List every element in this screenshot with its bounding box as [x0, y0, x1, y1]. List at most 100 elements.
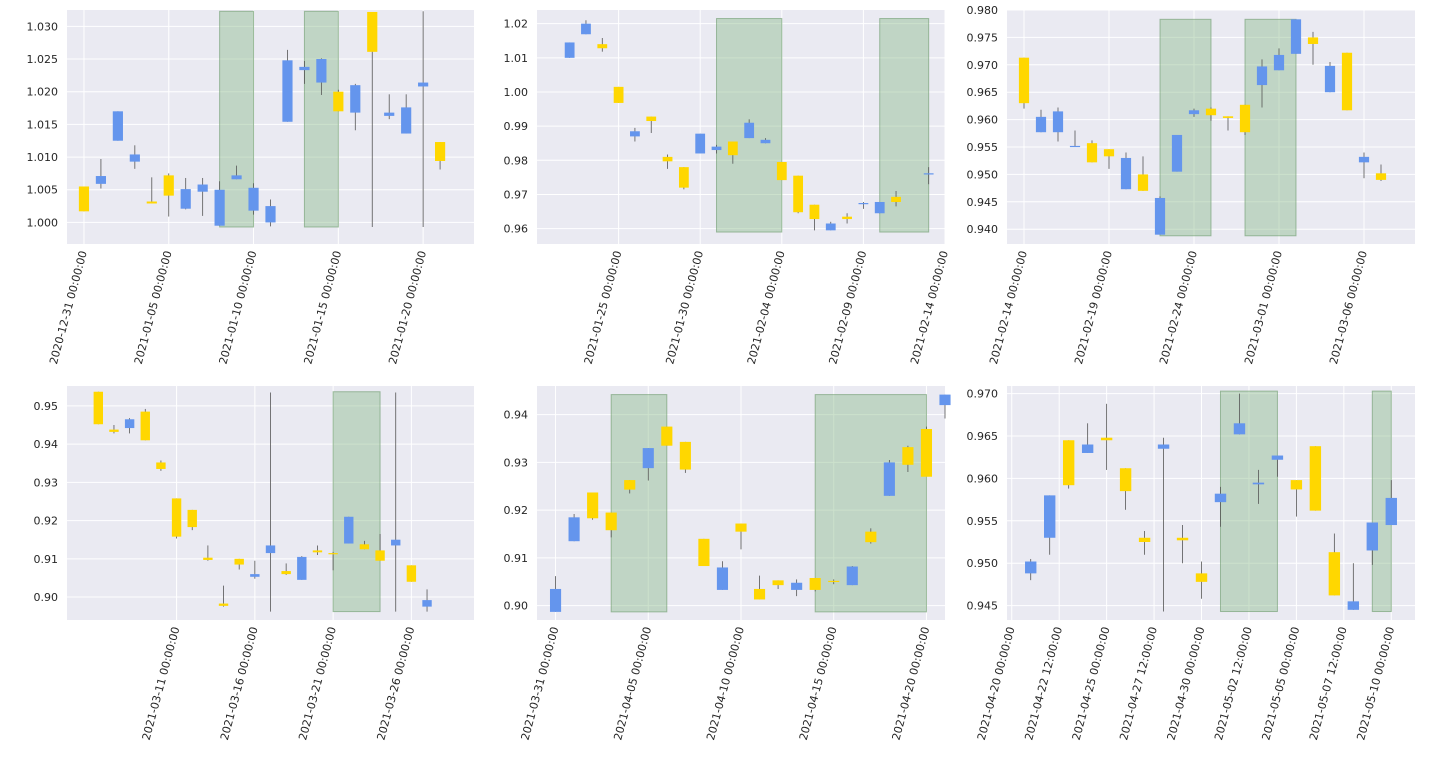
candle-body-up	[1188, 110, 1200, 115]
candle-body-up	[581, 23, 591, 35]
candle-body-down	[809, 577, 821, 590]
candle-body-up	[1324, 65, 1336, 93]
y-tick-label: 0.965	[967, 86, 999, 99]
candle-body-down	[1138, 537, 1151, 542]
y-tick-label: 0.955	[967, 141, 999, 154]
x-tick-label: 2021-04-20 00:00:00	[890, 625, 933, 741]
candle-body-up	[1069, 145, 1081, 148]
candle-body-up	[299, 66, 310, 71]
highlight-region	[1219, 390, 1278, 613]
candle-body-down	[140, 411, 150, 441]
candle-body-up	[642, 448, 654, 469]
candle-body-down	[920, 428, 933, 477]
candle-body-down	[678, 167, 689, 188]
candle-body-up	[939, 394, 951, 406]
candle-body-down	[156, 462, 166, 469]
candle-body-down	[1205, 108, 1217, 116]
x-tick-label: 2021-05-02 12:00:00	[1212, 625, 1255, 741]
candle-body-down	[234, 558, 244, 565]
candle-body-up	[401, 107, 412, 134]
highlight-region	[1159, 18, 1212, 237]
y-tick-label: 0.945	[967, 196, 999, 209]
y-tick-label: 0.965	[967, 430, 999, 443]
candle-body-down	[891, 196, 901, 202]
candle-body-up	[350, 85, 361, 113]
y-tick-label: 0.98	[504, 154, 529, 167]
x-tick-label: 2021-01-05 00:00:00	[132, 249, 175, 365]
candle-body-down	[661, 426, 673, 446]
x-tick-label: 2021-02-14 00:00:00	[987, 249, 1030, 365]
y-tick-label: 0.92	[34, 515, 59, 528]
candle-body-up	[874, 201, 885, 214]
candle-body-down	[1239, 104, 1251, 133]
highlight-region	[332, 391, 381, 613]
candle-body-down	[828, 580, 840, 583]
candle-body-down	[646, 116, 657, 122]
x-tick-label: 2021-04-30 00:00:00	[1165, 625, 1208, 741]
x-tick-label: 2021-02-04 00:00:00	[745, 249, 788, 365]
candle-body-down	[78, 186, 90, 212]
x-tick-label: 2021-02-19 00:00:00	[1072, 249, 1115, 365]
candle-body-up	[564, 42, 575, 58]
y-tick-label: 0.97	[504, 188, 529, 201]
candle-body-up	[1081, 444, 1094, 453]
candle-body-down	[613, 86, 624, 103]
candle-body-down	[1309, 446, 1322, 511]
y-tick-label: 0.92	[504, 504, 529, 517]
candle-body-up	[214, 189, 225, 226]
y-tick-label: 0.950	[967, 557, 999, 570]
x-tick-label: 2021-03-21 00:00:00	[296, 625, 339, 741]
candle-body-up	[95, 176, 107, 184]
x-tick-label: 2021-02-09 00:00:00	[827, 249, 870, 365]
candle-body-up	[231, 175, 242, 180]
candle-body-up	[716, 567, 729, 590]
candle-body-up	[1154, 197, 1166, 235]
candle-body-up	[825, 223, 836, 231]
highlight-region	[219, 10, 255, 228]
x-tick-label: 2021-03-31 00:00:00	[519, 625, 562, 741]
y-tick-label: 1.015	[27, 118, 59, 131]
y-tick-label: 0.90	[34, 591, 59, 604]
candle-body-down	[281, 571, 291, 575]
candle-body-down	[1195, 573, 1208, 582]
candle-body-down	[605, 512, 617, 531]
chart-panel-1: 1.000 1.005 1.010 1.015 1.020 1.025 1.030 2020-…	[27, 10, 474, 366]
candle-body-up	[265, 545, 276, 554]
candle-body-up	[112, 111, 123, 141]
x-tick-label: 2021-02-24 00:00:00	[1157, 249, 1200, 365]
x-tick-label: 2021-05-05 00:00:00	[1259, 625, 1302, 741]
highlight-region	[716, 18, 783, 233]
x-tick-label: 2021-03-01 00:00:00	[1242, 249, 1285, 365]
candle-body-up	[418, 82, 429, 87]
candle-body-down	[406, 565, 417, 582]
y-tick-label: 0.970	[967, 59, 999, 72]
candle-body-down	[793, 175, 804, 213]
x-tick-label: 2021-03-11 00:00:00	[140, 625, 183, 741]
x-tick-label: 2020-12-31 00:00:00	[47, 249, 90, 365]
candle-body-up	[1025, 561, 1037, 574]
y-tick-label: 0.91	[34, 553, 59, 566]
candle-body-up	[1044, 495, 1056, 538]
y-tick-label: 0.970	[967, 388, 999, 401]
candle-body-down	[203, 557, 213, 560]
x-tick-label: 2021-04-20 00:00:00	[975, 625, 1018, 741]
candle-body-up	[744, 122, 755, 139]
candle-body-up	[1052, 111, 1064, 133]
candle-body-up	[265, 206, 276, 223]
candle-body-up	[630, 131, 640, 137]
y-tick-label: 0.960	[967, 472, 999, 485]
candle-body-down	[109, 429, 119, 432]
y-tick-label: 1.030	[27, 20, 59, 33]
candle-body-up	[422, 600, 432, 607]
candle-body-up	[250, 574, 260, 577]
candle-body-down	[1119, 468, 1132, 492]
chart-panel-6: 0.945 0.950 0.955 0.960 0.965 0.970 2021-04-20…	[967, 386, 1415, 742]
y-tick-label: 0.93	[504, 456, 529, 469]
candle-body-up	[297, 556, 307, 580]
candle-body-down	[1062, 440, 1075, 486]
candle-body-down	[1307, 37, 1319, 44]
candle-body-up	[1035, 116, 1047, 133]
x-tick-label: 2021-04-10 00:00:00	[704, 625, 747, 741]
highlight-region	[610, 394, 668, 613]
candle-body-up	[1290, 19, 1302, 54]
